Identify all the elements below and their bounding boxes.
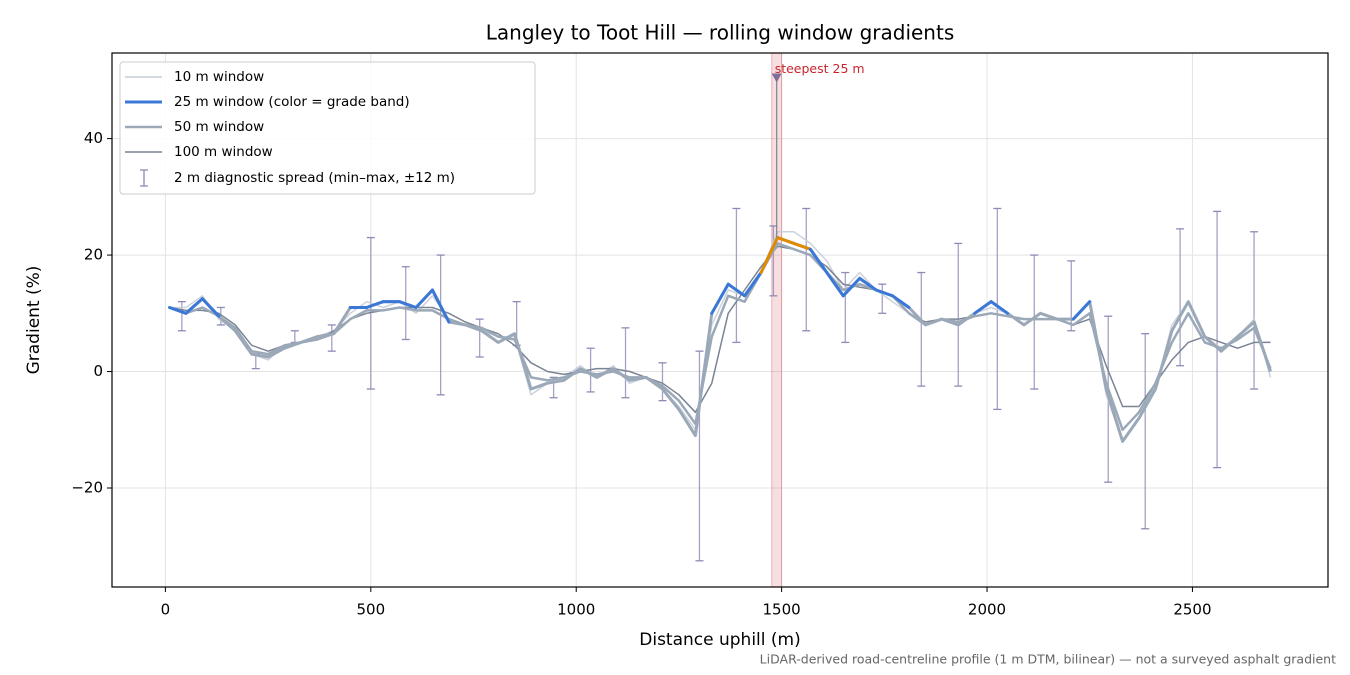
x-tick-label: 2000 [968,601,1006,619]
legend-label: 25 m window (color = grade band) [174,94,410,110]
legend-label: 10 m window [174,69,264,85]
grade-band-segment [1071,300,1092,321]
grade-band-segment [858,276,878,292]
series-line [169,242,1272,432]
grade-band-segment [874,288,895,298]
axes-frame [111,52,1329,588]
grade-band-segment [184,297,204,315]
grade-band-segment [825,271,845,298]
legend-label: 2 m diagnostic spread (min–max, ±12 m) [174,170,455,186]
chart-title: Langley to Toot Hill — rolling window gr… [486,21,955,45]
y-tick-label: −20 [71,479,103,497]
x-tick-label: 2500 [1173,601,1211,619]
y-axis-label: Gradient (%) [24,266,44,375]
grade-band-segment [726,282,747,298]
grade-band-segment [891,294,911,309]
grade-band-segment [414,288,434,309]
steepest-marker [771,73,782,83]
y-tick-label: 40 [84,129,103,147]
x-tick-label: 1500 [763,601,801,619]
grade-band-segment [776,236,796,245]
grade-band-segment [398,300,418,309]
grade-band-segment [710,282,730,315]
grade-band-segment [743,271,763,298]
steepest-label: steepest 25 m [775,61,865,76]
x-tick-label: 500 [356,601,385,619]
x-tick-label: 0 [161,601,171,619]
grade-band-segment [841,276,862,298]
grade-band-segment [200,297,221,318]
legend-label: 50 m window [174,119,264,135]
grade-band-segment [792,241,812,251]
plot-area: steepest 25 m [168,52,1272,588]
grade-band-segment [973,300,993,315]
legend-label: 100 m window [174,144,273,160]
grade-band-segment [430,288,451,324]
x-axis-label: Distance uphill (m) [639,630,800,650]
grade-band-segment [168,305,188,315]
grade-band-segment [365,300,385,309]
legend: 10 m window 25 m window (color = grade ba… [119,61,536,195]
y-tick-label: 20 [84,246,103,264]
legend-box [119,61,536,195]
grade-band-segment [759,236,780,275]
grade-band-segment [808,247,829,275]
footnote: LiDAR-derived road-centreline profile (1… [760,652,1336,667]
x-tick-label: 1000 [557,601,595,619]
grade-band-segment [989,300,1010,315]
y-tick-label: 0 [93,362,103,380]
